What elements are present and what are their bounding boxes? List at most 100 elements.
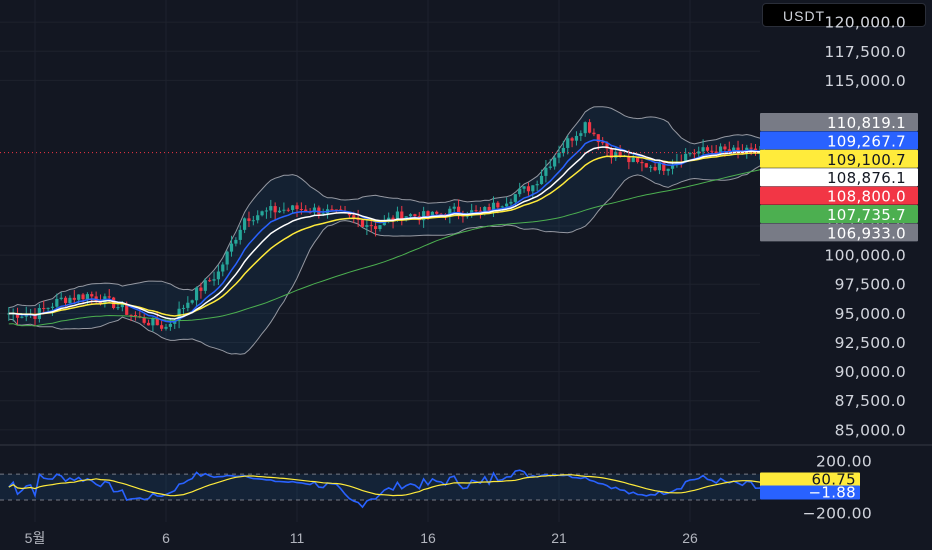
price-tag-bg [760,149,918,168]
candle-body [251,220,255,222]
candle-body [609,148,613,158]
candle-body [129,314,133,316]
candle-body [422,211,426,221]
candle-body [387,217,391,221]
cci-signal-line [8,474,765,497]
candle-body [312,207,317,213]
date-tick-label: 16 [420,530,436,546]
price-tag-label: 106,933.0 [827,224,906,242]
candle-body [535,184,539,186]
cci-oscillator [0,469,765,509]
candle-body [199,287,203,291]
candle-body [684,153,688,163]
oscillator-axis: 200.00 −200.00 60.75−1.88 [760,453,872,522]
candle-body [435,211,439,214]
candle-body [216,271,220,280]
price-tag-bg [760,205,918,223]
candle-body [225,251,229,265]
candle-body [596,134,600,143]
cci-tag-label: −1.88 [809,484,856,502]
candle-body [718,146,723,155]
candle-body [7,313,11,315]
candle-body [496,202,500,208]
candle-body [146,322,151,326]
candle-body [142,317,146,323]
candle-body [63,297,68,304]
candle-body [160,325,164,329]
candle-body [221,264,225,272]
price-tick-label: 92,500.0 [835,334,906,352]
price-tag-label: 109,100.7 [827,151,906,169]
date-tick-label: 26 [682,530,698,546]
currency-selector[interactable]: USDT [762,3,926,27]
time-axis[interactable]: 5월 6 11 16 21 26 [25,530,698,546]
candle-body [531,185,535,192]
candle-body [570,138,574,141]
candle-body [72,297,76,300]
candle-body [243,218,247,230]
price-tick-label: 97,500.0 [835,276,906,294]
price-tick-label: 85,000.0 [835,421,906,439]
candle-body [456,206,461,214]
candle-body [365,225,369,227]
candle-body [190,300,194,303]
candle-body [627,155,631,163]
date-tick-label: 5월 [25,530,46,546]
candle-body [705,147,710,151]
candle-body [566,138,570,148]
candle-body [662,162,666,171]
candle-body [749,147,753,149]
candle-body [478,210,482,212]
candle-body [304,209,308,212]
candle-body [692,153,696,155]
price-tag-label: 109,267.7 [827,132,906,150]
candle-body [631,157,635,163]
candle-body [90,294,94,297]
cci-tag-bg [760,472,860,487]
candle-body [614,151,618,158]
candle-body [133,314,138,317]
candle-body [282,209,286,211]
candle-body [334,209,338,211]
candle-body [256,215,260,221]
candle-body [727,149,731,152]
candle-body [85,294,89,300]
cci-tag-label: 60.75 [812,471,856,489]
cci-tag-bg [760,485,860,500]
candle-body [548,166,552,168]
candle-body [33,314,37,319]
candle-body [291,205,295,210]
candle-body [98,301,103,305]
candle-body [107,296,111,298]
candle-body [20,316,24,318]
candle-body [736,147,740,151]
price-tag-bg [760,186,918,205]
candle-body [539,175,544,185]
candle-body [321,213,325,215]
candle-body [229,243,234,252]
candle-body [347,212,351,216]
price-tag-bg [760,223,918,242]
candle-body [151,318,155,326]
candle-body [317,207,321,215]
candle-body [710,150,714,152]
candle-body [574,135,579,141]
price-tags: 110,819.1109,267.7109,100.7108,876.1108,… [760,113,918,242]
candle-body [439,213,443,215]
candle-body [592,132,596,135]
candle-body [408,214,413,217]
cci-tick-label: −200.00 [803,504,872,522]
candle-body [374,226,378,229]
date-tick-label: 11 [290,530,305,546]
candle-body [247,218,251,221]
candle-body [561,147,565,154]
candle-body [583,122,587,134]
candle-body [24,314,28,317]
candle-body [234,239,238,244]
candle-body [264,210,269,212]
candle-body [644,163,648,168]
candle-body [666,168,670,171]
date-tick-label: 6 [162,530,170,546]
candle-body [15,312,20,318]
